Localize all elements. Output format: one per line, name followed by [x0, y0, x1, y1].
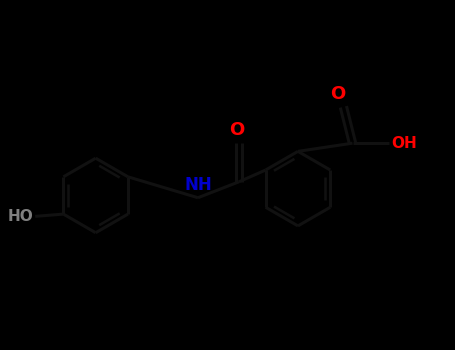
Text: HO: HO — [8, 209, 33, 224]
Text: O: O — [229, 121, 244, 139]
Text: OH: OH — [391, 136, 417, 151]
Text: NH: NH — [184, 176, 212, 195]
Text: O: O — [330, 85, 346, 103]
